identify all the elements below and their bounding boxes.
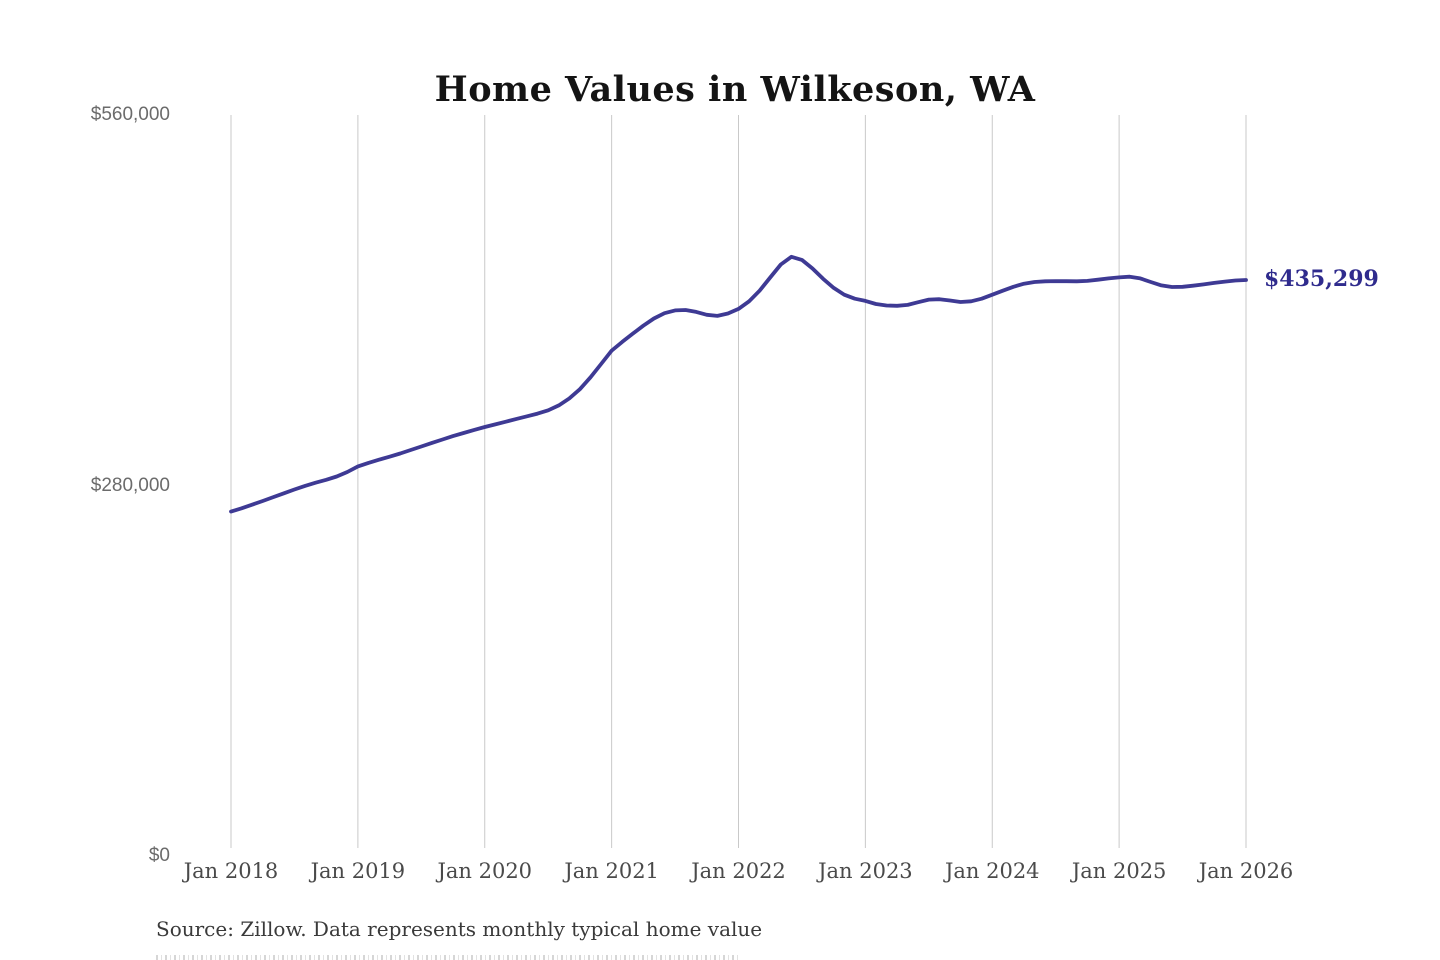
x-tick-jan-2025: Jan 2025 [1071, 859, 1167, 883]
x-tick-jan-2026: Jan 2026 [1198, 859, 1294, 883]
x-tick-jan-2023: Jan 2023 [818, 859, 913, 883]
x-tick-jan-2018: Jan 2018 [183, 859, 279, 883]
x-tick-jan-2020: Jan 2020 [437, 859, 533, 883]
x-tick-jan-2022: Jan 2022 [691, 859, 786, 883]
source-attribution: Source: Zillow. Data represents monthly … [156, 917, 763, 941]
x-tick-jan-2021: Jan 2021 [564, 859, 659, 883]
home-value-line [229, 254, 1248, 514]
latest-value-label: $435,299 [1264, 266, 1379, 292]
chart-title: Home Values in Wilkeson, WA [434, 69, 1036, 111]
y-tick-0: $0 [148, 845, 170, 866]
y-tick-280000: $280,000 [90, 474, 170, 496]
x-tick-jan-2019: Jan 2019 [310, 859, 406, 883]
y-tick-560000: $560,000 [90, 104, 170, 125]
clipped-caption-remnant [156, 955, 741, 960]
vertical-gridlines [230, 115, 1247, 848]
x-tick-jan-2024: Jan 2024 [944, 859, 1040, 883]
